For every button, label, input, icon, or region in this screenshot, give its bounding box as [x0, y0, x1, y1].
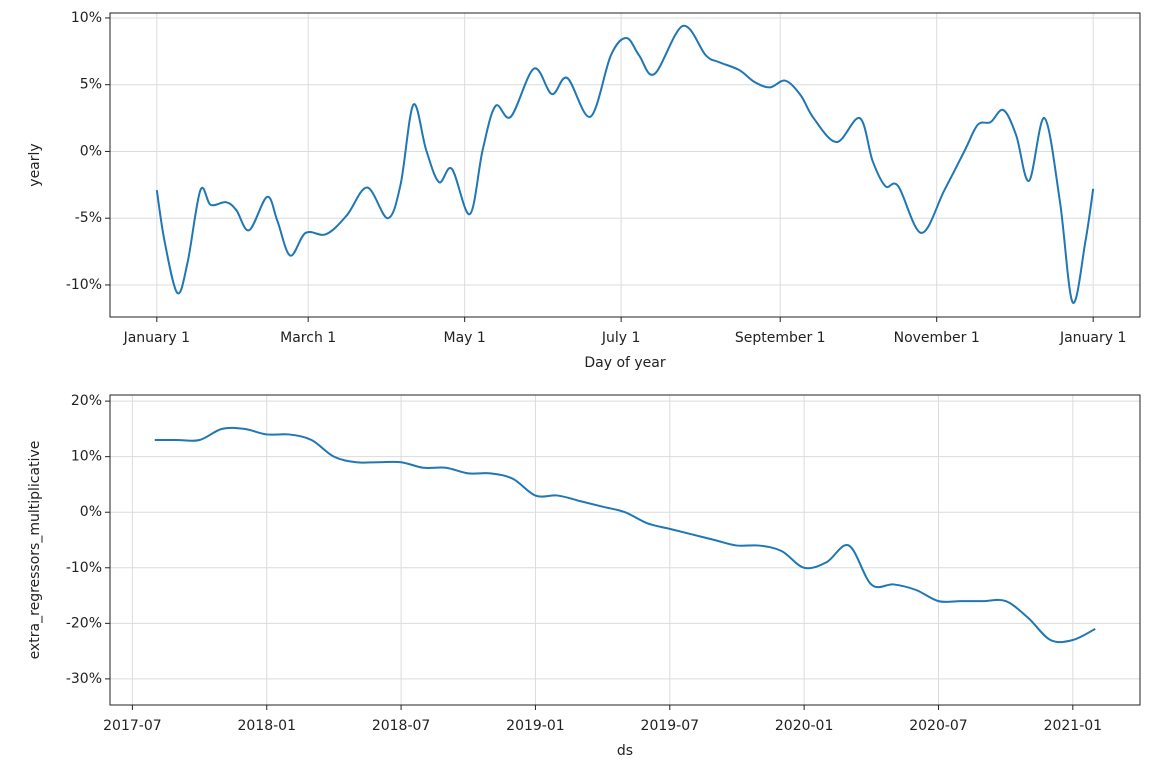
- y-tick-label: -10%: [66, 560, 102, 576]
- y-axis-label: extra_regressors_multiplicative: [27, 441, 43, 660]
- x-tick-label: 2020-01: [775, 718, 834, 734]
- x-tick-label: 2018-07: [372, 718, 431, 734]
- x-tick-label: 2019-01: [506, 718, 565, 734]
- y-tick-label: 5%: [80, 77, 102, 93]
- x-axis-label: ds: [617, 743, 633, 759]
- y-tick-label: 0%: [80, 143, 102, 159]
- x-tick-label: January 1: [123, 330, 190, 346]
- y-axis-label: yearly: [27, 143, 43, 186]
- x-tick-label: November 1: [894, 330, 980, 346]
- data-line: [155, 24, 1095, 304]
- y-tick-label: 10%: [71, 449, 102, 465]
- x-tick-label: 2017-07: [103, 718, 162, 734]
- x-tick-label: 2020-07: [909, 718, 968, 734]
- y-tick-label: -30%: [66, 671, 102, 687]
- x-tick-label: 2019-07: [641, 718, 700, 734]
- y-tick-label: -5%: [75, 210, 102, 226]
- plot-frame: [109, 394, 1141, 706]
- x-tick-label: May 1: [444, 330, 486, 346]
- x-axis-label: Day of year: [584, 355, 666, 371]
- x-tick-label: July 1: [601, 330, 641, 346]
- x-tick-label: March 1: [280, 330, 336, 346]
- plot-frame: [109, 12, 1141, 318]
- x-tick-label: 2021-01: [1044, 718, 1103, 734]
- x-tick-label: January 1: [1059, 330, 1126, 346]
- y-tick-label: -20%: [66, 615, 102, 631]
- y-tick-label: 0%: [80, 504, 102, 520]
- y-tick-label: 20%: [71, 393, 102, 409]
- x-tick-label: 2018-01: [237, 718, 296, 734]
- x-tick-label: September 1: [735, 330, 826, 346]
- data-line: [154, 426, 1096, 644]
- y-tick-label: 10%: [71, 10, 102, 26]
- y-tick-label: -10%: [66, 277, 102, 293]
